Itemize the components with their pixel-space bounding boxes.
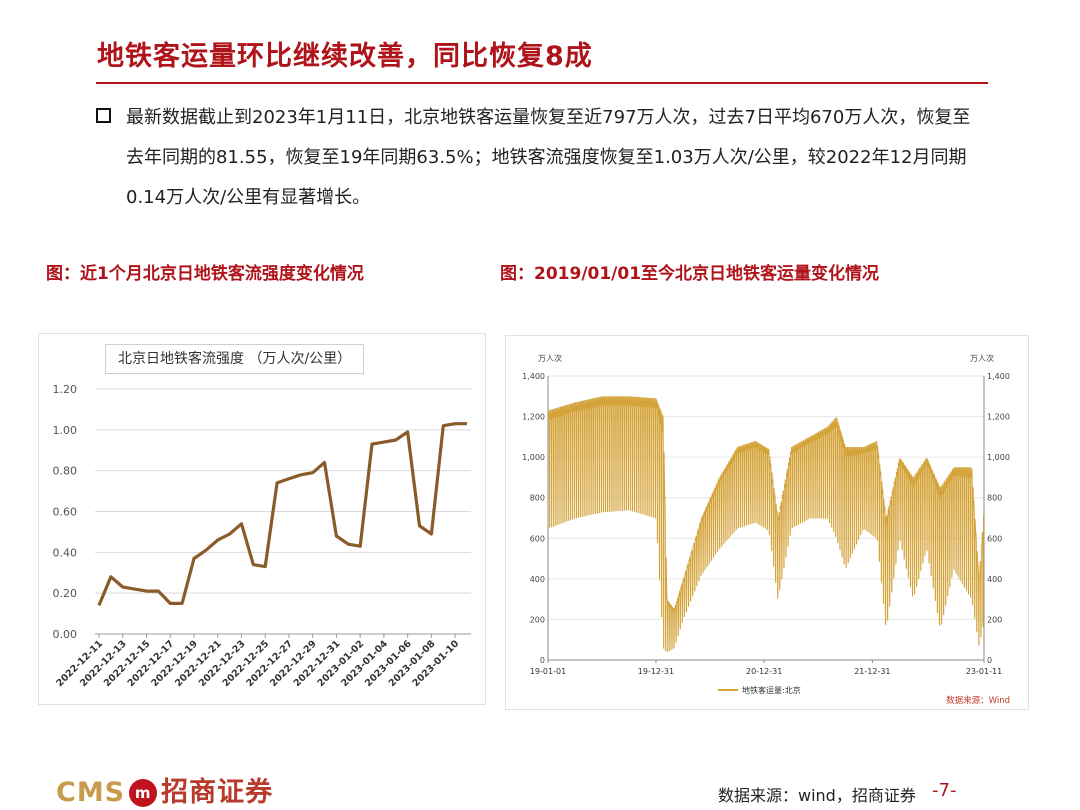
source-annotation: 数据来源：Wind <box>946 695 1010 706</box>
y-tick-label-right: 1,200 <box>987 413 1010 422</box>
y-tick-label-left: 200 <box>530 615 545 624</box>
footer-source: 数据来源：wind，招商证券 <box>718 786 916 805</box>
bullet-checkbox-icon <box>96 108 111 123</box>
y-tick-label: 1.00 <box>53 424 78 437</box>
y-tick-label-right: 0 <box>987 656 992 665</box>
legend-label: 地铁客运量:北京 <box>742 685 801 695</box>
logo-mark-icon: m <box>129 779 158 807</box>
page-title: 地铁客运量环比继续改善，同比恢复8成 <box>97 41 593 72</box>
y-tick-label-left: 800 <box>530 494 545 503</box>
y-axis-unit-right: 万人次 <box>970 353 994 363</box>
y-tick-label-right: 800 <box>987 494 1002 503</box>
y-tick-label: 0.80 <box>53 465 78 478</box>
y-tick-label-right: 400 <box>987 575 1002 584</box>
logo-text: CMS <box>56 777 126 808</box>
y-tick-label-left: 1,400 <box>522 372 545 381</box>
y-tick-label-left: 1,200 <box>522 413 545 422</box>
chart-panel-intensity: 0.00 0.20 0.40 0.60 0.80 1.00 1.20 2022-12-11 20… <box>38 333 486 705</box>
series-line <box>97 422 467 607</box>
y-tick-label-left: 1,000 <box>522 453 545 462</box>
y-tick-label: 0.20 <box>53 587 78 600</box>
chart-panel-ridership: 0 0 200 200 400 400 600 600 800 800 1,000 1,000 1,20… <box>505 335 1029 710</box>
y-tick-label: 0.00 <box>53 628 78 641</box>
chart-title-box: 北京日地铁客流强度 （万人次/公里） <box>105 344 365 374</box>
x-tick-label: 21-12-31 <box>854 667 890 676</box>
x-tick-label: 20-12-31 <box>746 667 782 676</box>
y-tick-label-left: 600 <box>530 534 545 543</box>
y-tick-label-left: 400 <box>530 575 545 584</box>
x-tick-label: 23-01-11 <box>966 667 1002 676</box>
y-tick-label: 0.40 <box>53 546 78 559</box>
bullet-paragraph: 最新数据截止到2023年1月11日，北京地铁客运量恢复至近797万人次，过去7日… <box>126 107 971 208</box>
page-number: -7- <box>932 780 957 801</box>
y-tick-label: 0.60 <box>53 506 78 519</box>
x-tick-label: 19-12-31 <box>638 667 674 676</box>
title-divider <box>96 82 988 84</box>
figure-left-caption: 图：近1个月北京日地铁客流强度变化情况 <box>46 264 364 284</box>
y-tick-label: 1.20 <box>53 383 78 396</box>
y-tick-label-right: 1,000 <box>987 453 1010 462</box>
figure-right-caption: 图：2019/01/01至今北京日地铁客运量变化情况 <box>500 264 880 284</box>
x-tick-label: 19-01-01 <box>530 667 566 676</box>
series-line <box>547 396 985 653</box>
y-tick-label-right: 200 <box>987 615 1002 624</box>
logo-chinese-name: 招商证券 <box>161 777 274 808</box>
company-logo: CMS m 招商证券 <box>56 770 273 809</box>
y-tick-label-right: 600 <box>987 534 1002 543</box>
y-tick-label-right: 1,400 <box>987 372 1010 381</box>
intensity-line-chart: 0.000.200.400.600.801.001.202022-12-1120… <box>53 383 471 689</box>
ridership-line-chart: 0 0 200 200 400 400 600 600 800 800 1,000 1,000 1,20… <box>522 353 1010 706</box>
y-tick-label-left: 0 <box>540 656 545 665</box>
y-axis-unit-left: 万人次 <box>538 353 562 363</box>
